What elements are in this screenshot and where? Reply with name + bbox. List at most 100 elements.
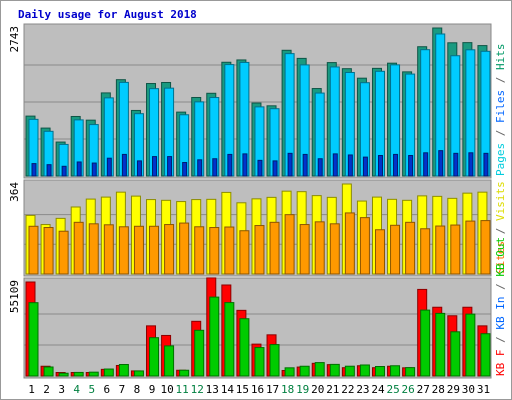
bar-kb-in [390,365,401,377]
bar-kb-in [58,372,69,377]
day-label: 20 [311,383,324,396]
bar-pages [287,152,293,177]
panel-side-legend: Sites / Visits [494,181,507,274]
bar-pages [197,159,203,177]
bar-sites [194,226,205,275]
chart-title: Daily usage for August 2018 [18,8,197,21]
bar-pages [76,161,82,177]
day-label: 11 [176,383,189,396]
bar-sites [103,224,114,275]
legend-label: / [494,330,507,350]
legend-label: / [494,123,507,143]
bar-pages [91,162,97,177]
legend-label: Files [494,90,507,123]
bar-sites [28,225,39,275]
bar-sites [299,224,310,275]
day-label: 2 [43,383,50,396]
bar-sites [224,226,235,275]
bar-kb-in [88,371,99,377]
bar-kb-in [224,302,235,377]
bar-pages [393,153,399,177]
bar-pages [212,158,218,177]
bar-kb-in [269,344,280,377]
bar-pages [136,160,142,177]
bar-sites [374,229,385,275]
bar-kb-in [420,309,431,377]
bar-kb-in [254,347,265,377]
bar-kb-in [374,365,385,377]
panel-kbin-kbout: 55109 KB F / KB In / KB Out [8,237,507,379]
day-label: 17 [266,383,279,396]
panel-max-label: 2743 [8,26,21,53]
bar-sites [329,223,340,275]
bar-pages [167,156,173,177]
bar-kb-in [133,370,144,377]
bar-pages [332,153,338,177]
bar-pages [362,156,368,177]
day-label: 26 [402,383,415,396]
bar-pages [317,158,323,177]
bar-kb-in [179,369,190,377]
bar-pages [438,150,444,177]
bar-kb-in [284,367,295,377]
day-label: 9 [149,383,156,396]
bar-sites [164,224,175,275]
bar-pages [453,152,459,177]
bar-kb-in [405,367,416,377]
bar-kb-in [239,318,250,377]
legend-label: Pages [494,143,507,176]
bar-pages [257,159,263,177]
legend-label: Visits [494,181,507,221]
bar-kb-in [299,365,310,377]
bar-sites [465,220,476,275]
day-label: 31 [477,383,490,396]
bar-sites [390,224,401,275]
day-label: 10 [160,383,173,396]
bar-kb-in [480,333,491,377]
bar-sites [179,222,190,275]
bar-kb-in [73,371,84,377]
bar-kb-in [465,313,476,377]
bar-pages [46,164,52,177]
bar-sites [344,212,355,275]
panel-max-label: 364 [8,182,21,202]
bar-sites [43,227,54,275]
bar-kb-in [103,368,114,377]
bar-pages [182,162,188,177]
day-label: 6 [104,383,111,396]
day-label: 25 [386,383,399,396]
day-label: 3 [58,383,65,396]
bar-sites [269,221,280,275]
bar-sites [88,223,99,275]
bar-sites [284,214,295,275]
legend-label: / [494,70,507,90]
bar-kb-in [28,302,39,377]
day-label: 16 [251,383,264,396]
day-label: 4 [73,383,80,396]
bar-kb-in [329,363,340,377]
bar-kb-in [194,329,205,377]
bar-sites [73,221,84,275]
day-label: 7 [119,383,126,396]
bar-sites [420,228,431,275]
bar-sites [480,220,491,275]
day-label: 13 [206,383,219,396]
bar-kb-in [209,296,220,377]
bar-pages [31,163,37,177]
bar-sites [239,230,250,275]
day-label: 14 [221,383,235,396]
bar-kb-in [164,345,175,377]
day-label: 12 [191,383,204,396]
bar-pages [302,153,308,177]
bar-sites [435,225,446,275]
day-axis-labels: 1 2 3 4 5 6 7 8 9 10 11 12 13 14 15 16 17 18 19 20 21 22 23 24 2… [28,383,490,396]
day-label: 1 [28,383,35,396]
bar-pages [152,156,158,177]
bar-pages [121,153,127,177]
bar-kb-in [149,337,160,377]
bar-sites [118,226,129,275]
bar-pages [272,160,278,177]
bar-kb-in [344,365,355,377]
bar-sites [405,221,416,275]
